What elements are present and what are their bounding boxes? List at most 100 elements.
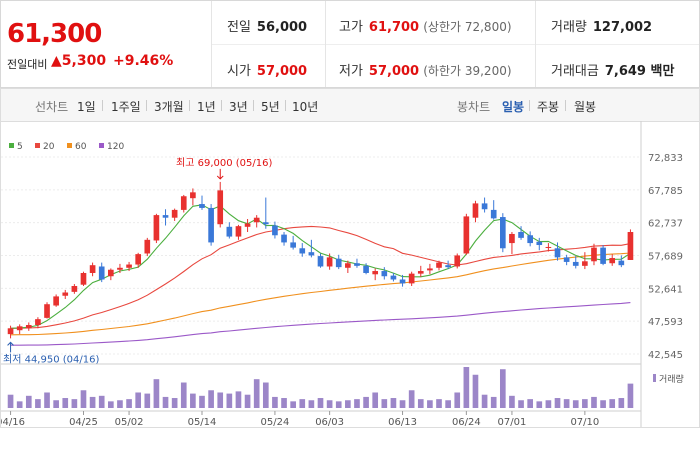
tab-divider xyxy=(253,100,254,111)
ma60-line xyxy=(10,252,631,336)
candle xyxy=(600,245,606,266)
range-10y-tab[interactable]: 10년 xyxy=(292,100,319,114)
candle xyxy=(190,188,196,206)
candle xyxy=(518,226,524,240)
volume-bar xyxy=(490,396,497,408)
range-3m-tab[interactable]: 3개월 xyxy=(154,100,184,114)
candle xyxy=(135,252,142,268)
volume-bar xyxy=(89,396,96,408)
candle-body xyxy=(463,216,470,254)
period-weekly-tab[interactable]: 주봉 xyxy=(537,100,560,114)
volume-bar xyxy=(80,390,87,408)
legend-label-ma20: 20 xyxy=(43,142,55,152)
y-tick-label: 67,785 xyxy=(648,186,683,197)
volume-info: 거래량 127,002 xyxy=(551,16,652,35)
range-1w-tab[interactable]: 1주일 xyxy=(111,100,141,114)
period-daily-tab[interactable]: 일봉 xyxy=(502,100,525,114)
ma120-line xyxy=(10,302,631,346)
volume-bar xyxy=(372,392,379,408)
chart-tab-bar: 선차트 1일 1주일 3개월 1년 3년 5년 10년 봉차트 일봉 주봉 월봉 xyxy=(0,88,700,122)
period-monthly-tab[interactable]: 월봉 xyxy=(574,100,597,114)
candle xyxy=(80,271,87,286)
low-label: 저가 xyxy=(339,64,363,79)
candle xyxy=(299,243,306,257)
candle xyxy=(436,260,442,271)
candle-body xyxy=(226,226,233,237)
volume-bar xyxy=(262,382,269,408)
candle xyxy=(108,268,114,281)
volume-bar xyxy=(44,392,50,408)
candle xyxy=(463,213,470,255)
volume-bar xyxy=(518,400,524,408)
volume-bar xyxy=(472,374,479,408)
high-annotation: 최고 69,000 (05/16) xyxy=(176,157,272,169)
candle-body xyxy=(527,235,533,244)
candle-body xyxy=(591,247,597,262)
range-5y-tab[interactable]: 5년 xyxy=(261,100,280,114)
open-value: 57,000 xyxy=(256,64,308,79)
tab-divider xyxy=(565,100,566,111)
trade-amount: 거래대금 7,649 백만 xyxy=(551,60,674,79)
candle-body xyxy=(326,257,333,267)
range-3y-tab[interactable]: 3년 xyxy=(229,100,248,114)
candle xyxy=(71,284,78,294)
candle xyxy=(326,253,333,270)
range-1y-tab[interactable]: 1년 xyxy=(197,100,216,114)
candle xyxy=(490,200,497,220)
candle xyxy=(117,263,123,273)
candle-body xyxy=(399,279,406,284)
candle-body xyxy=(454,255,461,267)
y-tick-label: 42,545 xyxy=(648,350,683,361)
volume-bar xyxy=(354,399,360,408)
volume-bar xyxy=(235,391,242,408)
volume-bar xyxy=(627,383,634,408)
volume-bar xyxy=(190,393,196,408)
candle-chart-label: 봉차트 xyxy=(457,100,491,114)
candle-body xyxy=(627,232,634,260)
candle-body xyxy=(135,254,142,265)
volume-bar xyxy=(117,400,123,408)
volume-bar xyxy=(381,399,388,408)
candle-body xyxy=(609,258,616,264)
candle xyxy=(563,254,570,266)
legend-swatch-ma5 xyxy=(9,143,14,148)
volume-bar xyxy=(62,398,69,408)
candle-body xyxy=(372,271,379,275)
volume-bar xyxy=(408,390,415,408)
candle-body xyxy=(536,241,543,246)
volume-bar xyxy=(162,396,169,408)
candle-body xyxy=(499,217,506,249)
volume-bar xyxy=(399,400,406,408)
volume-bar xyxy=(445,400,451,408)
high-value: 61,700 xyxy=(368,20,420,35)
volume-bar xyxy=(199,395,205,408)
legend-label-ma5: 5 xyxy=(17,142,23,152)
candle-body xyxy=(190,192,196,199)
candle xyxy=(481,197,488,213)
tab-divider xyxy=(285,100,286,111)
legend-swatch-ma60 xyxy=(67,143,72,148)
candle-body xyxy=(208,207,214,243)
candle-body xyxy=(445,265,451,268)
candle xyxy=(7,325,14,339)
candle xyxy=(499,213,506,253)
volume-bar xyxy=(363,396,369,408)
current-price: 61,300 xyxy=(7,19,102,49)
candle-body xyxy=(345,263,351,268)
candle-body xyxy=(408,273,415,284)
prev-close-value: 56,000 xyxy=(256,20,308,35)
candle-body xyxy=(199,204,205,208)
candle xyxy=(609,254,616,266)
volume-bar xyxy=(71,399,78,408)
range-1d-tab[interactable]: 1일 xyxy=(77,100,96,114)
candle-body xyxy=(299,248,306,254)
candle xyxy=(262,197,269,229)
candle xyxy=(199,195,205,210)
candle xyxy=(44,302,50,319)
volume-bar xyxy=(272,396,278,408)
x-tick-label: 05/24 xyxy=(261,417,290,427)
volume-bar xyxy=(135,392,142,408)
candle xyxy=(627,229,634,260)
row-divider xyxy=(212,44,699,45)
volume-bar xyxy=(436,399,442,408)
